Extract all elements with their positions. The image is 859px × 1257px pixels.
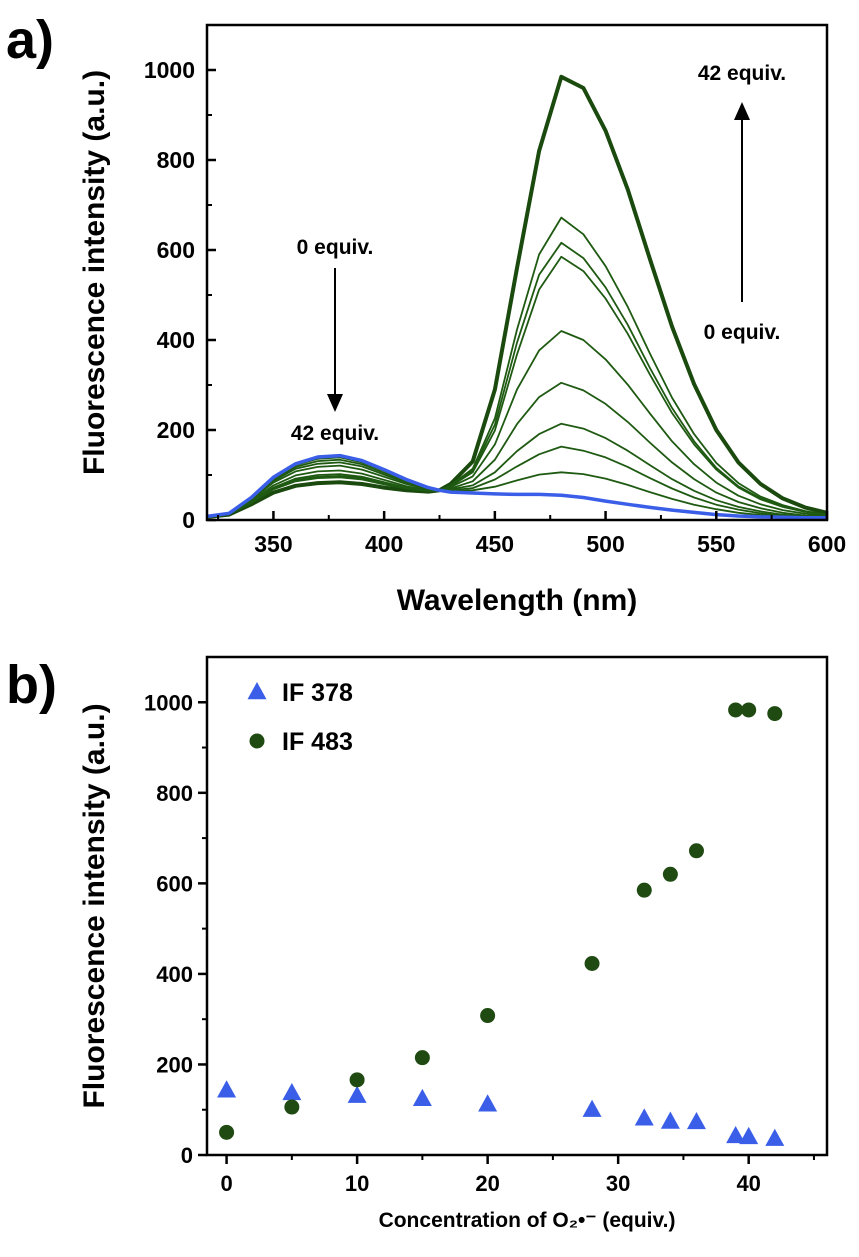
point-if378-28 (582, 1099, 602, 1117)
y-tick-label-b-600: 600 (156, 871, 193, 896)
point-if483-10 (349, 1072, 365, 1088)
annotation-0-equiv-left: 0 equiv. (297, 236, 374, 259)
point-if378-42 (765, 1128, 785, 1146)
point-if483-42 (767, 706, 783, 722)
x-tick-label-a-550: 550 (697, 531, 735, 557)
y-tick-label-b-0: 0 (181, 1143, 193, 1168)
annotation-42-equiv-right: 42 equiv. (698, 62, 786, 85)
y-tick-label-b-1000: 1000 (144, 690, 193, 715)
y-tick-label-b-200: 200 (156, 1052, 193, 1077)
annotation-42-equiv-left: 42 equiv. (291, 422, 379, 445)
x-tick-label-a-350: 350 (254, 531, 292, 557)
x-tick-label-b-40: 40 (736, 1171, 760, 1196)
point-if378-10 (347, 1085, 367, 1103)
point-if483-0 (219, 1124, 235, 1140)
spectrum-28-equiv (206, 330, 828, 518)
point-if378-0 (217, 1080, 237, 1098)
point-if378-34 (660, 1111, 680, 1129)
y-axis-label-b: Fluorescence intensity (a.u.) (78, 703, 111, 1108)
y-tick-label-a-1000: 1000 (144, 57, 195, 83)
legend-marker-if483 (249, 733, 265, 749)
point-if378-15 (412, 1088, 432, 1107)
y-tick-label-a-600: 600 (157, 237, 195, 263)
point-if483-15 (414, 1050, 430, 1066)
point-if378-39 (726, 1125, 746, 1144)
y-tick-label-a-400: 400 (157, 327, 195, 353)
legend-circle (249, 733, 265, 749)
point-if378-5 (282, 1082, 302, 1101)
annotation-arrows (327, 102, 750, 412)
x-tick-label-b-10: 10 (345, 1171, 369, 1196)
x-axis-label-a: Wavelength (nm) (397, 584, 638, 617)
point-if483-39 (728, 702, 744, 718)
x-tick-label-b-0: 0 (220, 1171, 232, 1196)
spectrum-0-equiv (206, 453, 827, 520)
point-if483-32 (636, 882, 652, 898)
spectrum-36-equiv (206, 216, 828, 518)
point-if483-40 (741, 702, 757, 718)
spectrum-32-equiv (206, 255, 828, 518)
x-axis-label-b: Concentration of O₂•⁻ (equiv.) (379, 1209, 676, 1232)
point-if378-20 (478, 1094, 498, 1112)
legend: IF 378 IF 483 (247, 679, 353, 756)
point-if378-40 (739, 1126, 759, 1145)
spectrum-34-equiv (206, 241, 828, 518)
x-tick-label-b-30: 30 (606, 1171, 630, 1196)
spectrum-20-equiv (206, 381, 828, 518)
legend-triangle (247, 682, 267, 700)
y-tick-label-b-800: 800 (156, 781, 193, 806)
scatter-points (217, 702, 785, 1146)
legend-label-if378: IF 378 (282, 679, 353, 707)
panel-label-b: b) (6, 655, 57, 715)
plot-frame-b (205, 655, 829, 1157)
y-tick-label-a-800: 800 (157, 147, 195, 173)
y-tick-label-a-200: 200 (157, 417, 195, 443)
y-axis-label-a: Fluorescence intensity (a.u.) (78, 70, 111, 475)
x-tick-label-a-600: 600 (808, 531, 846, 557)
point-if378-32 (634, 1108, 654, 1126)
annotation-0-equiv-right: 0 equiv. (704, 321, 781, 344)
x-tick-label-b-20: 20 (475, 1171, 499, 1196)
point-if483-20 (480, 1008, 496, 1024)
panel-a: a) 350 400 450 500 550 600 0 200 400 600 800 1000 W… (6, 10, 846, 617)
spectrum-42-equiv (206, 74, 828, 519)
panel-label-a: a) (6, 10, 54, 70)
plot-frame-a (205, 23, 829, 522)
x-tick-label-a-500: 500 (586, 531, 624, 557)
x-tick-label-a-450: 450 (476, 531, 514, 557)
axis-ticks-a: 350 400 450 500 550 600 0 200 400 600 800 1000 (144, 57, 846, 557)
point-if378-36 (686, 1111, 706, 1130)
legend-marker-if378 (247, 682, 267, 700)
spectra-curves (206, 74, 828, 520)
legend-label-if483: IF 483 (282, 728, 353, 756)
point-if483-36 (688, 843, 704, 859)
point-if483-28 (584, 955, 600, 971)
spectrum-10-equiv (206, 445, 828, 519)
y-tick-label-a-0: 0 (182, 507, 195, 533)
y-tick-label-b-400: 400 (156, 962, 193, 987)
point-if483-5 (284, 1099, 300, 1115)
x-tick-label-a-400: 400 (365, 531, 403, 557)
point-if483-34 (662, 866, 678, 882)
spectrum-15-equiv (206, 422, 828, 519)
